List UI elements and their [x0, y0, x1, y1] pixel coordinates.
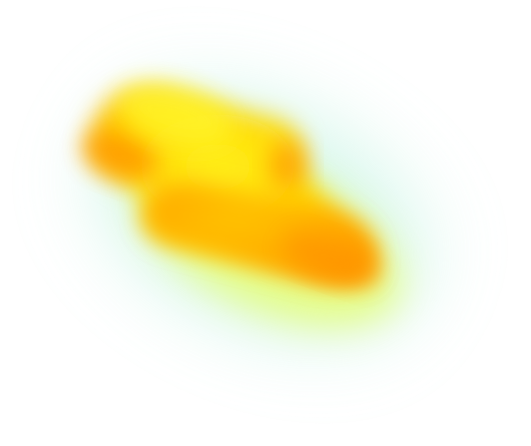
bolt-highlight	[116, 83, 234, 147]
bolt-shape	[83, 83, 378, 283]
bolt-notch	[270, 141, 306, 189]
bolt-left-edge	[83, 130, 157, 180]
bolt-bottom-edge	[282, 233, 378, 283]
